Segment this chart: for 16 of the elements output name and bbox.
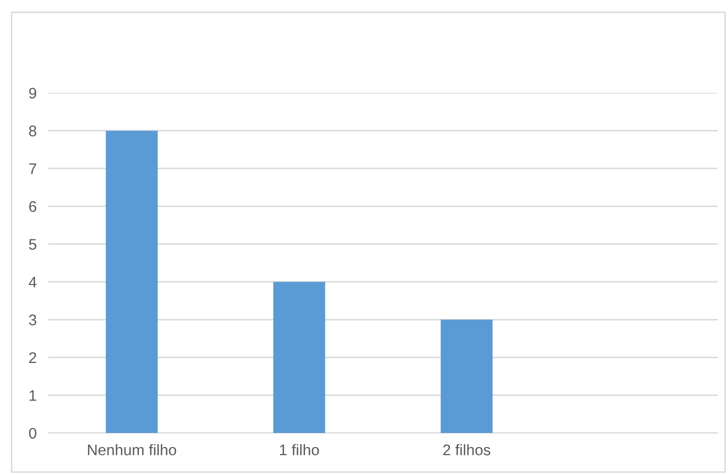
bar	[440, 320, 493, 433]
y-tick-label: 6	[29, 201, 36, 212]
y-tick-label: 7	[29, 164, 36, 174]
y-tick-label: 3	[29, 314, 36, 326]
y-tick-label: 4	[28, 276, 36, 288]
y-tick-label: 2	[29, 352, 36, 363]
x-tick-label: 2 filhos	[443, 444, 490, 456]
y-tick-label: 9	[29, 88, 36, 99]
y-tick-label: 5	[29, 239, 36, 250]
bar	[106, 130, 158, 433]
y-tick-label: 8	[29, 126, 36, 136]
x-tick-label: Nenhum filho	[88, 444, 176, 456]
y-tick-label: 0	[29, 428, 36, 439]
y-tick-label: 1	[30, 390, 36, 401]
bar	[273, 282, 326, 433]
x-tick-label: 1 filho	[280, 444, 319, 456]
